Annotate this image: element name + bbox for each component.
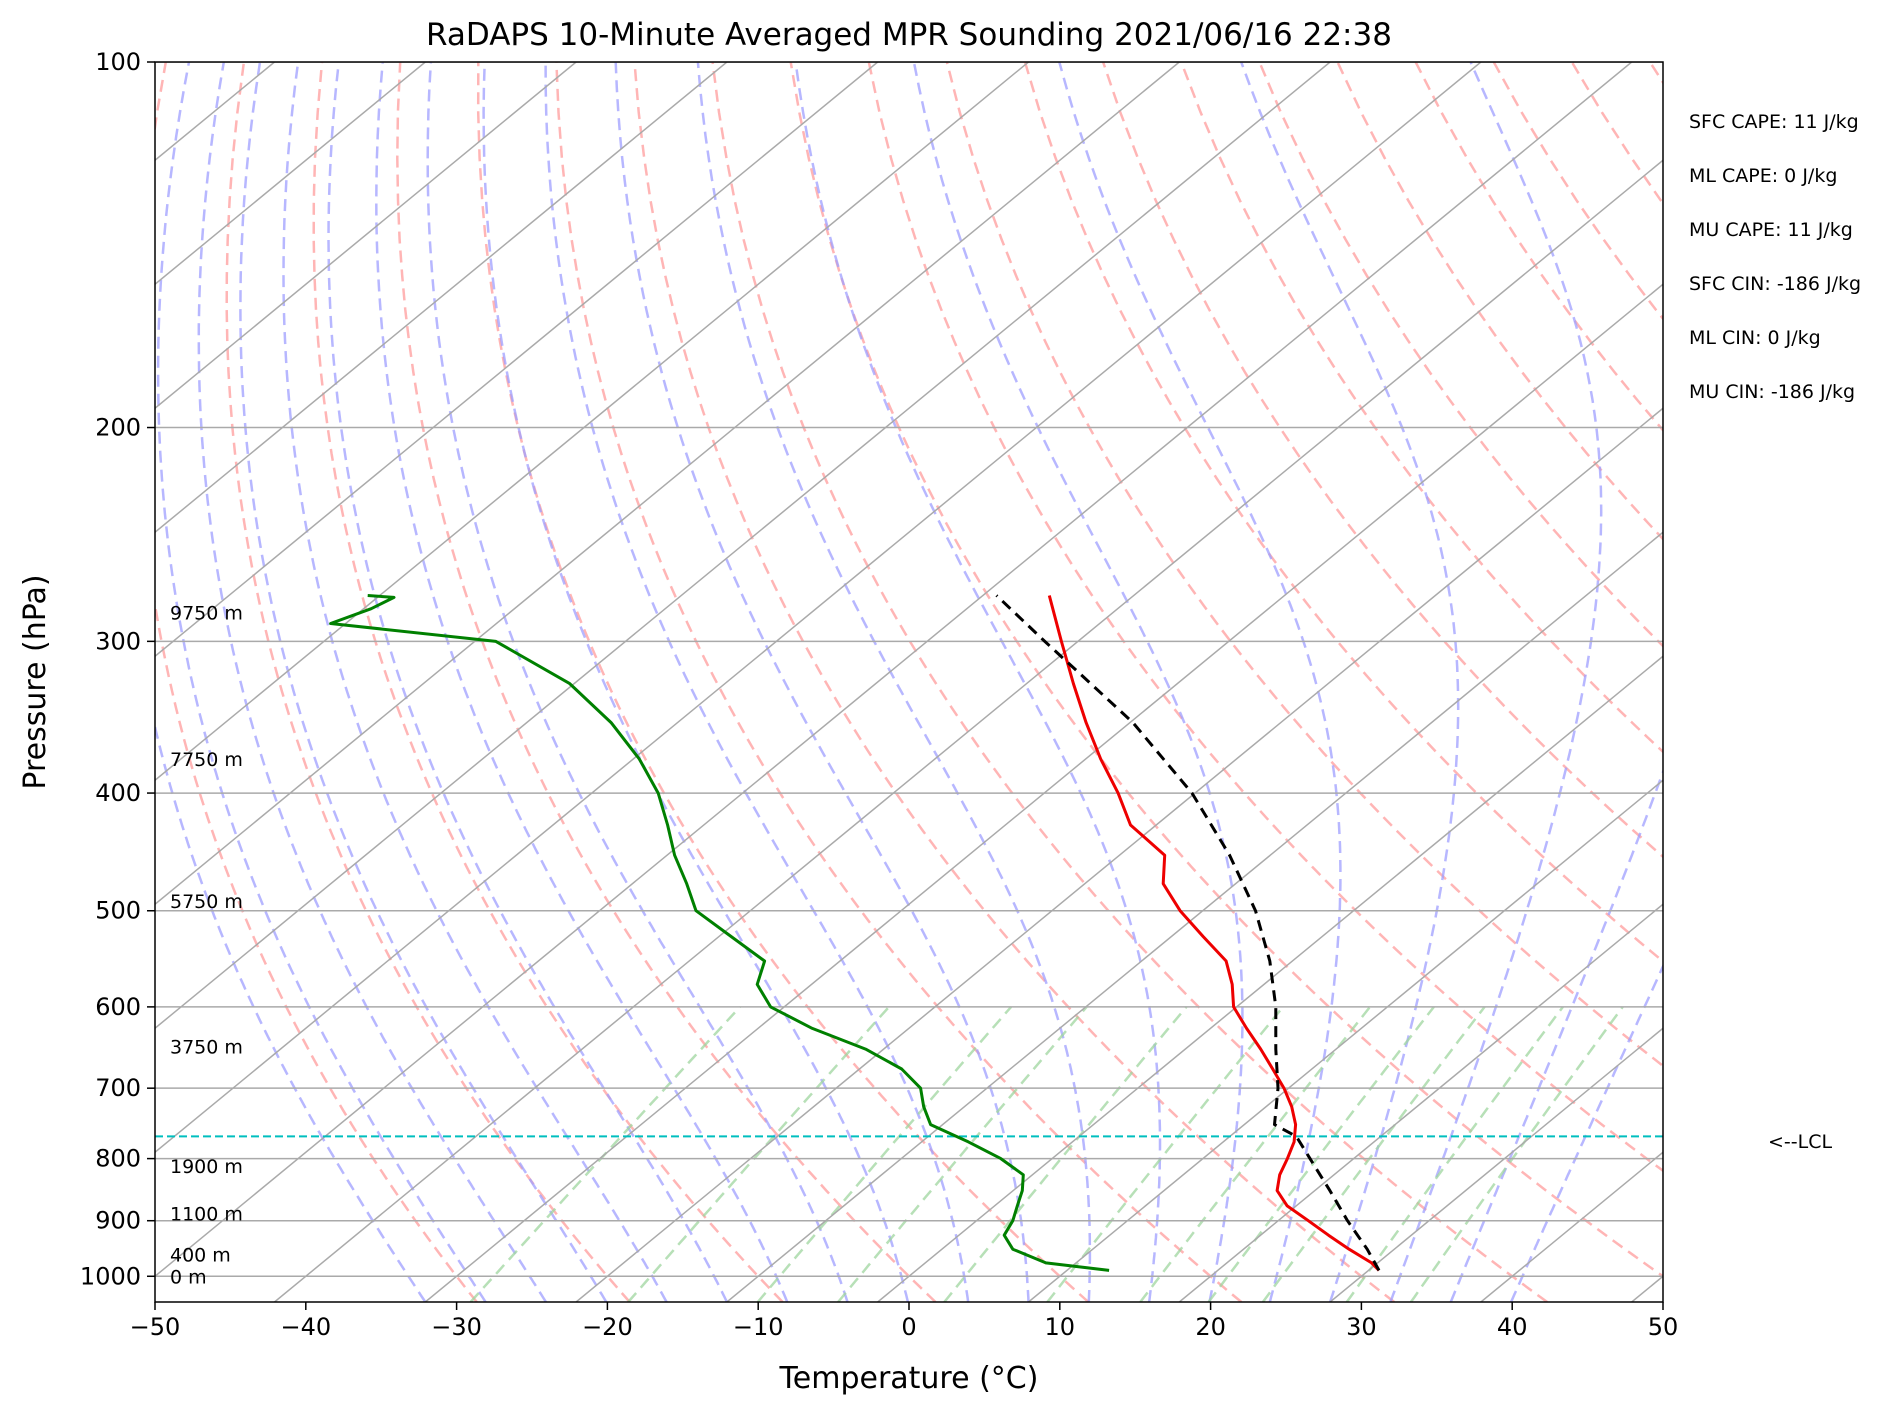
moist-adiabat-line [284,62,667,1302]
stat-ml-cape: ML CAPE: 0 J/kg [1689,165,1837,187]
dry-adiabat-line [1806,62,1899,1302]
y-tick-label: 1000 [80,1262,141,1290]
x-tick-label: −20 [582,1313,633,1341]
dry-adiabat-line [713,62,1548,1302]
mixing-ratio-line [838,1007,1087,1302]
dry-adiabat-line [1259,62,1899,1302]
height-label: 9750 m [170,602,243,624]
moist-adiabat-line [1511,62,1899,1302]
y-tick-label: 100 [95,48,141,76]
height-label: 0 m [170,1266,207,1288]
x-tick-label: 40 [1497,1313,1528,1341]
y-tick-label: 600 [95,993,141,1021]
moist-adiabat-line [546,62,969,1302]
dry-adiabat-line [1884,62,1899,1302]
moist-adiabat-line [796,62,1160,1302]
isotherm-line [576,62,1899,1302]
y-tick-label: 500 [95,897,141,925]
axis-ticks: −50 −40 −30 −20 −10 0 10 20 30 40 50 100 200 300 400 50… [80,48,1678,1341]
x-tick-label: 10 [1045,1313,1076,1341]
height-label: 7750 m [170,749,243,771]
x-tick-label: 30 [1346,1313,1377,1341]
isotherm-line [1179,62,1899,1302]
dry-adiabat-line [1416,62,1899,1302]
stat-sfc-cape: SFC CAPE: 11 J/kg [1689,111,1859,133]
y-tick-label: 300 [95,627,141,655]
x-tick-label: −10 [733,1313,784,1341]
height-label: 5750 m [170,891,243,913]
stat-mu-cape: MU CAPE: 11 J/kg [1689,219,1853,241]
moist-adiabat-line [240,62,606,1302]
mixing-ratio-line [1411,1007,1623,1302]
mixing-ratio-line [628,1007,889,1302]
isotherm-line [1330,62,1899,1302]
moist-adiabat-line [1451,62,1777,1302]
chart-title: RaDAPS 10-Minute Averaged MPR Sounding 2… [426,17,1392,53]
dry-adiabat-line [947,62,1899,1302]
y-tick-label: 200 [95,414,141,442]
mixing-ratio-line [1140,1007,1370,1302]
stat-sfc-cin: SFC CIN: -186 J/kg [1689,273,1861,295]
dry-adiabat-line [635,62,1395,1302]
stat-mu-cin: MU CIN: -186 J/kg [1689,381,1855,403]
isotherm-line [0,62,1481,1302]
stats-panel: SFC CAPE: 11 J/kg ML CAPE: 0 J/kg MU CAP… [1689,111,1861,403]
dry-adiabat-line [1025,62,1899,1302]
moist-adiabat-line [199,62,546,1302]
y-tick-label: 900 [95,1207,141,1235]
height-label: 3750 m [170,1037,243,1059]
dry-adiabat-line [314,62,783,1302]
height-label: 1900 m [170,1156,243,1178]
dry-adiabat-line [1338,62,1899,1302]
height-label: 400 m [170,1245,231,1267]
moist-adiabat-line [484,62,908,1302]
y-tick-label: 400 [95,779,141,807]
dry-adiabat-line [1181,62,1899,1302]
x-tick-label: −40 [280,1313,331,1341]
isotherm-line [425,62,1899,1302]
isotherm-line [1632,62,1899,1302]
mixing-ratio-line [1263,1007,1485,1302]
temperature-line [1049,596,1379,1271]
mixing-ratio-line [758,1007,1011,1302]
moist-adiabat-line [1390,62,1601,1302]
lcl-label: <--LCL [1768,1131,1832,1153]
isotherm-line [0,62,727,1302]
y-tick-label: 800 [95,1145,141,1173]
x-tick-label: 50 [1648,1313,1679,1341]
dry-adiabat-line [869,62,1853,1302]
moist-adiabat-line [698,62,1090,1302]
moist-adiabat-line [1059,62,1340,1302]
height-label: 1100 m [170,1204,243,1226]
dry-adiabat-line [1103,62,1899,1302]
moist-adiabat-line [329,62,727,1302]
moist-adiabat-line [158,62,486,1302]
x-axis-label: Temperature (°C) [779,1361,1039,1396]
y-tick-label: 700 [95,1074,141,1102]
x-tick-label: 20 [1195,1313,1226,1341]
moist-adiabat-line [616,62,1029,1302]
moist-adiabat-line [914,62,1243,1302]
isotherm-line [0,62,1179,1302]
dry-adiabat-line [1650,62,1899,1302]
dry-adiabat-line [397,62,935,1302]
x-tick-label: 0 [901,1313,916,1341]
stat-ml-cin: ML CIN: 0 J/kg [1689,327,1821,349]
x-tick-label: −50 [130,1313,181,1341]
x-tick-label: −30 [431,1313,482,1341]
isotherm-line [1029,62,1899,1302]
y-axis-label: Pressure (hPa) [18,574,53,789]
dry-adiabat-line [1728,62,1899,1302]
dry-adiabat-line [1572,62,1899,1302]
dry-adiabat-line [1494,62,1899,1302]
mixing-ratio-line [944,1007,1186,1302]
isotherm-line [0,62,425,1302]
isotherm-line [878,62,1899,1302]
